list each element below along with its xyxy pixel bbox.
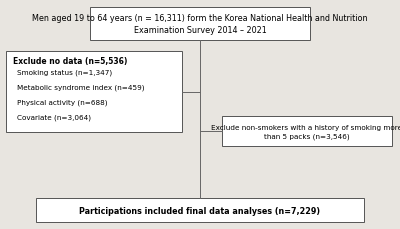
Bar xyxy=(6,52,182,133)
Bar xyxy=(36,198,364,222)
Text: Smoking status (n=1,347): Smoking status (n=1,347) xyxy=(17,69,112,76)
Bar xyxy=(90,8,310,41)
Text: Participations included final data analyses (n=7,229): Participations included final data analy… xyxy=(80,206,320,215)
Text: Exclude non-smokers with a history of smoking more
than 5 packs (n=3,546): Exclude non-smokers with a history of sm… xyxy=(212,124,400,139)
Text: Men aged 19 to 64 years (n = 16,311) form the Korea National Health and Nutritio: Men aged 19 to 64 years (n = 16,311) for… xyxy=(32,14,368,35)
Bar xyxy=(222,117,392,147)
Text: Metabolic syndrome index (n=459): Metabolic syndrome index (n=459) xyxy=(17,84,145,90)
Text: Exclude no data (n=5,536): Exclude no data (n=5,536) xyxy=(13,57,128,65)
Text: Covariate (n=3,064): Covariate (n=3,064) xyxy=(17,114,91,120)
Text: Physical activity (n=688): Physical activity (n=688) xyxy=(17,99,108,105)
